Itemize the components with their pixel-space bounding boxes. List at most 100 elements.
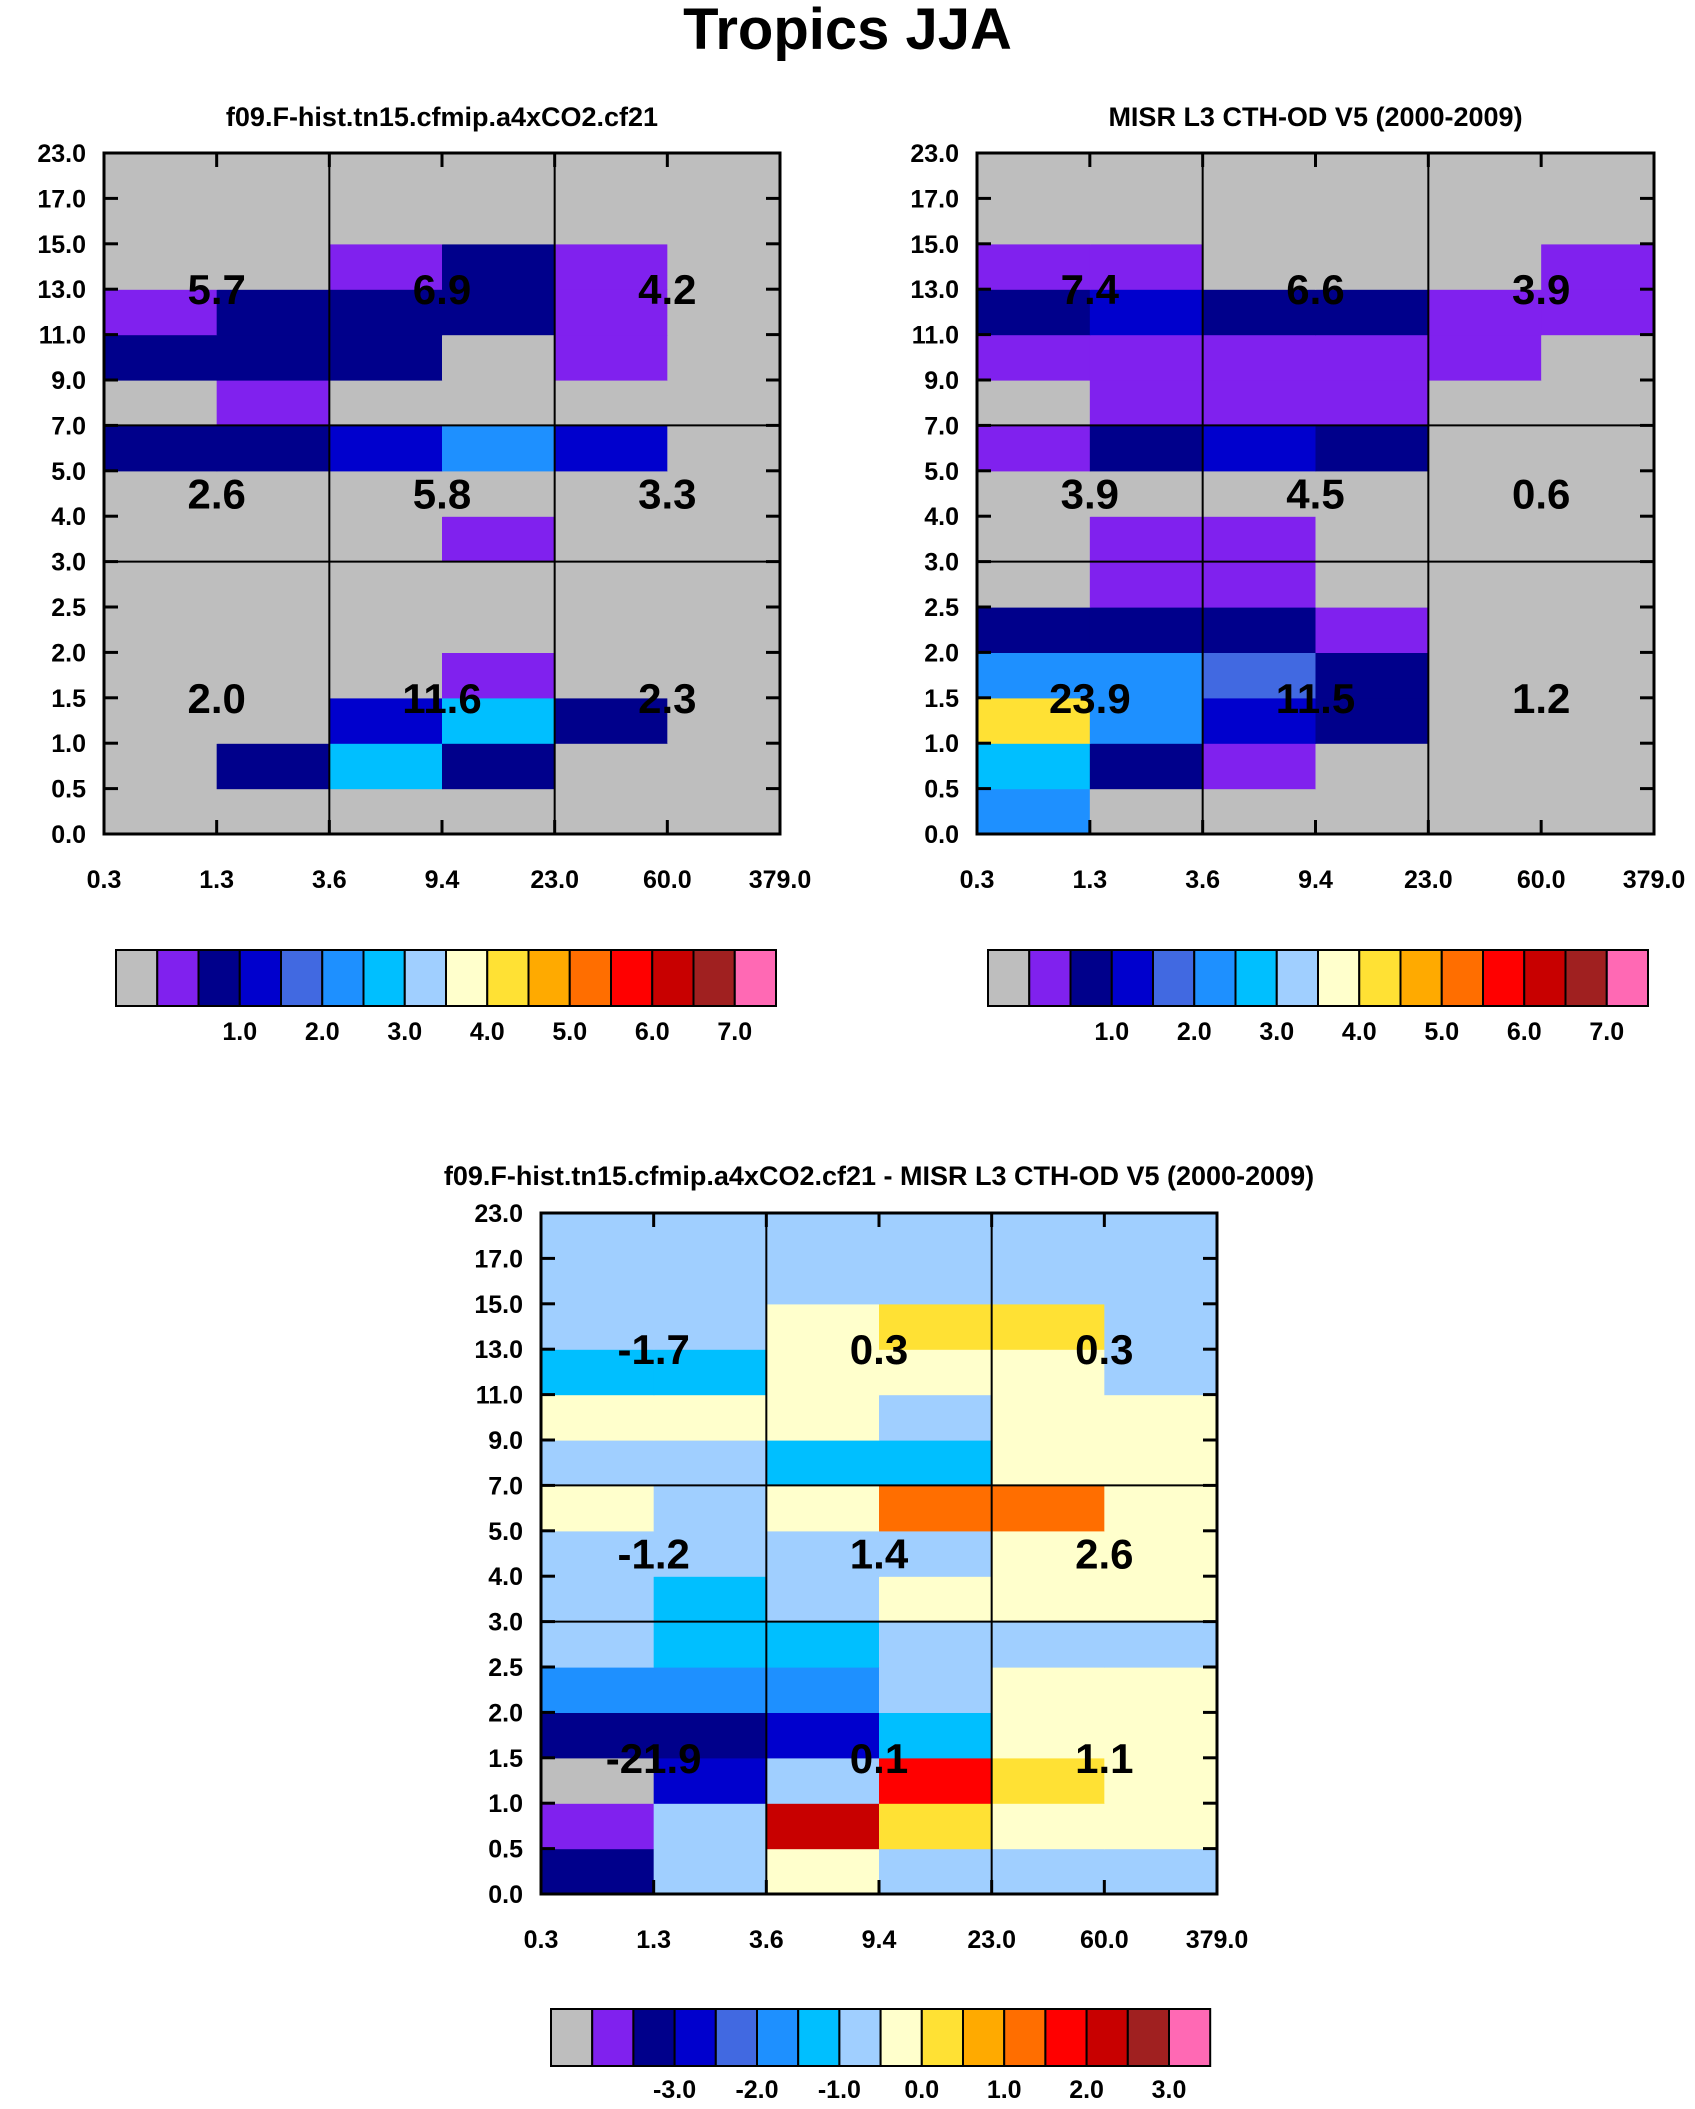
colorbar-label: -2.0 [735, 2076, 778, 2104]
x-tick-label: 1.3 [636, 1926, 671, 1954]
heatmap-cell [541, 1258, 655, 1305]
heatmap-cell [104, 697, 218, 744]
heatmap-cell [104, 470, 218, 517]
main-title: Tropics JJA [683, 0, 1012, 62]
heatmap-cell [1315, 743, 1429, 790]
colorbar-swatch [1523, 949, 1567, 1007]
heatmap-cell [879, 1667, 993, 1713]
colorbar-swatch [486, 949, 530, 1007]
y-tick-label: 15.0 [910, 231, 959, 259]
y-tick-label: 17.0 [910, 185, 959, 213]
colorbar-swatch [920, 2008, 964, 2067]
heatmap-cell [766, 1712, 880, 1759]
heatmap-cell [991, 1394, 1105, 1441]
heatmap-cell [104, 788, 218, 835]
heatmap-cell [1089, 243, 1204, 290]
y-tick-label: 11.0 [476, 1382, 523, 1410]
colorbar-swatch [362, 949, 406, 1007]
heatmap-cell [329, 380, 443, 426]
heatmap-cell [1541, 516, 1655, 563]
heatmap-cell [879, 1485, 993, 1532]
heatmap-cell [1104, 1712, 1218, 1759]
heatmap-cell [653, 1803, 767, 1850]
y-tick-label: 1.5 [51, 685, 86, 713]
heatmap-cell [667, 425, 781, 472]
heatmap-cell [1541, 198, 1655, 245]
colorbar-label: 3.0 [1259, 1018, 1294, 1046]
colorbar-swatch [733, 949, 777, 1007]
colorbar-swatch [1044, 2008, 1088, 2067]
box-value-label: 11.6 [402, 675, 481, 722]
heatmap-cell [1089, 198, 1204, 245]
heatmap-cell [1202, 243, 1317, 290]
heatmap-cell [879, 1848, 993, 1895]
heatmap-cell [1315, 516, 1429, 563]
colorbar-swatch [1358, 949, 1402, 1007]
heatmap-cell [977, 697, 1091, 744]
heatmap-cell [554, 607, 668, 653]
heatmap-cell [554, 697, 668, 744]
heatmap-cell [1541, 334, 1655, 381]
heatmap-cell [442, 788, 556, 835]
heatmap-cell [1428, 334, 1542, 381]
heatmap-cell [216, 425, 330, 472]
heatmap-cell [554, 334, 668, 381]
colorbar-swatch [632, 2008, 676, 2067]
heatmap-cell [991, 1485, 1105, 1532]
chart-model: f09.F-hist.tn15.cfmip.a4xCO2.cf21 2.0 11.6… [37, 102, 811, 1046]
heatmap-cell [1315, 380, 1429, 426]
heatmap-cell [1428, 607, 1542, 653]
heatmap-cell [1104, 1667, 1218, 1713]
heatmap-cell [653, 1394, 767, 1441]
heatmap-cell [442, 153, 556, 199]
y-tick-label: 15.0 [474, 1291, 523, 1319]
heatmap-cell [554, 425, 668, 472]
colorbar-swatch [156, 949, 200, 1007]
heatmap-cell [1315, 153, 1429, 199]
heatmap-cell [104, 380, 218, 426]
colorbar-swatch [714, 2008, 758, 2067]
heatmap-cell [442, 697, 556, 744]
heatmap-cell [442, 243, 556, 290]
box-value-label: 0.3 [1075, 1326, 1133, 1373]
heatmap-cell [1089, 788, 1204, 835]
heatmap-cell [216, 788, 330, 835]
heatmap-cell [1104, 1213, 1218, 1259]
heatmap-cell [977, 607, 1091, 653]
heatmap-cell [991, 1349, 1105, 1396]
heatmap-cell [541, 1667, 655, 1713]
y-tick-label: 0.0 [924, 821, 959, 849]
colorbar-label: 5.0 [1424, 1018, 1459, 1046]
heatmap-cell [1428, 652, 1542, 699]
heatmap-cell [442, 652, 556, 699]
colorbar-label: 2.0 [1177, 1018, 1212, 1046]
chart-title: f09.F-hist.tn15.cfmip.a4xCO2.cf21 - MISR… [444, 1161, 1314, 1191]
x-tick-label: 9.4 [862, 1926, 897, 1954]
heatmap-cell [1315, 607, 1429, 653]
heatmap-cell [1541, 380, 1655, 426]
box-value-label: 4.5 [1286, 471, 1344, 518]
heatmap-cell [977, 243, 1091, 290]
heatmap-cell [541, 1621, 655, 1668]
y-tick-label: 17.0 [474, 1245, 523, 1273]
x-tick-label: 3.6 [312, 866, 347, 894]
y-tick-label: 1.0 [488, 1790, 523, 1818]
heatmap-cell [879, 1258, 993, 1305]
colorbar-label: 7.0 [1589, 1018, 1624, 1046]
heatmap-cell [1089, 425, 1204, 472]
y-tick-label: 0.5 [924, 776, 959, 804]
colorbar-swatch [1126, 2008, 1171, 2067]
heatmap-cell [1202, 561, 1317, 608]
box-value-label: 2.0 [187, 675, 245, 722]
heatmap-cell [879, 1530, 993, 1577]
heatmap-cell [1089, 289, 1204, 336]
heatmap-cell [442, 380, 556, 426]
heatmap-cell [1202, 425, 1317, 472]
y-tick-label: 11.0 [912, 322, 959, 350]
colorbar-swatch [1399, 949, 1443, 1007]
heatmap-cell [216, 743, 330, 790]
heatmap-cell [541, 1303, 655, 1350]
heatmap-cell [1089, 470, 1204, 517]
colorbar-swatch [987, 949, 1031, 1007]
colorbar-label: 1.0 [1094, 1018, 1129, 1046]
